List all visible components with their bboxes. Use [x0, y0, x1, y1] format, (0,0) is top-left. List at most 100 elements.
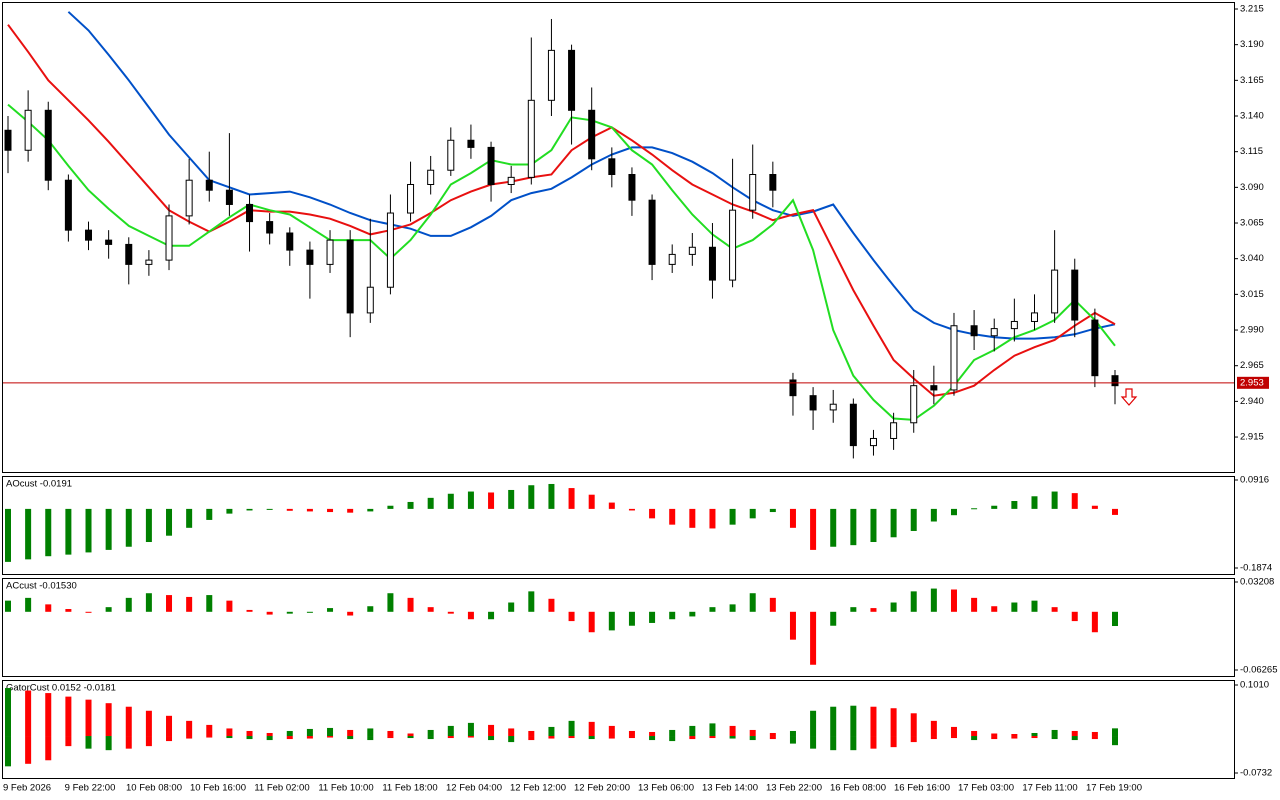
y-tick-label: 2.915: [1240, 432, 1264, 443]
gator-bar: [1011, 736, 1018, 739]
x-tick-label: 9 Feb 2026: [3, 783, 51, 794]
x-tick-label: 16 Feb 08:00: [830, 783, 886, 794]
histogram-bar: [65, 508, 72, 555]
gator-bar: [669, 729, 676, 737]
histogram-bar: [810, 508, 817, 550]
gator-bar: [327, 736, 334, 738]
candle-body: [910, 385, 918, 424]
price-panel: [2, 2, 1235, 473]
histogram-bar: [669, 611, 676, 620]
histogram-bar: [45, 604, 52, 612]
gator-bar: [387, 730, 394, 737]
histogram-bar: [568, 611, 575, 622]
histogram-bar: [226, 508, 233, 514]
y-tick-label: -0.0732: [1240, 768, 1272, 779]
histogram-bar: [427, 607, 434, 612]
histogram-bar: [266, 508, 273, 510]
x-tick-label: 13 Feb 22:00: [766, 783, 822, 794]
y-tick-label: 3.040: [1240, 253, 1264, 264]
gator-bar: [568, 736, 575, 739]
y-tick-label: -0.1874: [1240, 563, 1272, 574]
gator-bar: [971, 736, 978, 741]
gator-bar: [729, 736, 736, 739]
histogram-bar: [709, 508, 716, 529]
candle-body: [668, 253, 676, 265]
y-tick-label: 3.165: [1240, 75, 1264, 86]
gator-bar: [769, 736, 776, 740]
histogram-bar: [447, 611, 454, 614]
histogram-bar: [45, 508, 52, 557]
histogram-bar: [427, 497, 434, 509]
gator-bar: [266, 732, 273, 737]
histogram-bar: [689, 508, 696, 528]
histogram-bar: [186, 508, 193, 528]
x-tick-label: 12 Feb 04:00: [446, 783, 502, 794]
histogram-bar: [306, 508, 313, 512]
histogram-bar: [749, 593, 756, 612]
candle-body: [286, 232, 294, 251]
candle-body: [85, 229, 93, 241]
gator-bar: [850, 705, 857, 737]
candle-body: [246, 203, 254, 223]
histogram-bar: [991, 505, 998, 509]
gator-bar: [1091, 731, 1098, 737]
candle-body: [729, 209, 737, 281]
gator-bar: [45, 736, 52, 761]
candle-body: [44, 109, 52, 181]
gator-bar: [1091, 736, 1098, 740]
histogram-bar: [669, 508, 676, 525]
histogram-bar: [5, 508, 11, 562]
histogram-bar: [971, 597, 978, 612]
histogram-bar: [347, 508, 354, 513]
histogram-bar: [548, 598, 555, 612]
histogram-bar: [810, 611, 817, 665]
ma-line: [7, 24, 1116, 397]
histogram-bar: [850, 607, 857, 612]
gator-bar: [508, 736, 515, 743]
gator-bar: [206, 724, 213, 737]
gator-bar: [1031, 732, 1038, 737]
gator-bar: [910, 736, 917, 743]
y-tick-label: 3.115: [1240, 146, 1263, 157]
y-tick-label: 2.965: [1240, 360, 1264, 371]
y-tick-label: 3.190: [1240, 39, 1264, 50]
histogram-bar: [971, 508, 978, 510]
histogram-bar: [789, 508, 796, 528]
histogram-bar: [769, 508, 776, 513]
histogram-bar: [628, 508, 635, 511]
gator-bar: [306, 736, 313, 739]
gator-bar: [689, 725, 696, 737]
histogram-bar: [588, 611, 595, 633]
candle-body: [608, 158, 616, 176]
histogram-bar: [145, 508, 152, 543]
x-tick-label: 16 Feb 16:00: [894, 783, 950, 794]
y-tick-label: 3.015: [1240, 289, 1264, 300]
histogram-bar: [367, 606, 374, 612]
candle-body: [930, 385, 938, 391]
gator-bar: [1051, 736, 1058, 740]
candle-body: [890, 422, 898, 439]
histogram-bar: [166, 595, 173, 612]
candle-body: [527, 99, 535, 178]
candle-body: [628, 174, 636, 201]
histogram-bar: [467, 611, 474, 620]
histogram-bar: [749, 508, 756, 519]
gator-bar: [427, 729, 434, 737]
histogram-bar: [206, 508, 213, 520]
y-tick-label: 3.215: [1240, 4, 1264, 15]
gator-bar: [1112, 736, 1118, 746]
gator-bar: [226, 736, 233, 739]
histogram-bar: [608, 611, 615, 631]
candle-body: [588, 109, 596, 160]
histogram-bar: [930, 588, 937, 612]
candle-body: [749, 174, 757, 211]
gator-bar: [65, 736, 72, 747]
histogram-bar: [327, 508, 334, 513]
candle-body: [1111, 375, 1119, 387]
candle-body: [688, 246, 696, 255]
histogram-bar: [347, 611, 354, 616]
gator-bar: [286, 736, 293, 740]
gator-bar: [850, 736, 857, 751]
